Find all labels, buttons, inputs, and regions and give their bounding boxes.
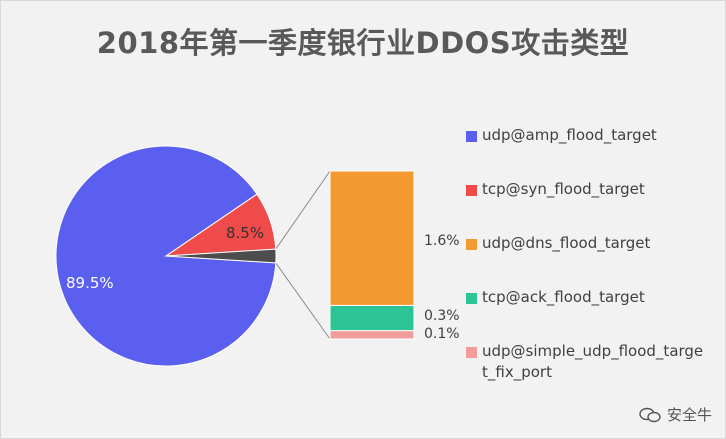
legend-item: udp@dns_flood_target (466, 233, 706, 287)
legend-item: udp@amp_flood_target (466, 125, 706, 179)
legend-label: udp@simple_udp_flood_target_fix_port (482, 342, 704, 381)
breakout-connectors (275, 170, 331, 340)
pie-slice-other (165, 248, 277, 264)
legend-label: udp@dns_flood_target (482, 234, 651, 252)
chart-title: 2018年第一季度银行业DDOS攻击类型 (96, 26, 630, 60)
wechat-icon (639, 407, 661, 423)
legend-label: tcp@ack_flood_target (482, 288, 645, 306)
legend-swatch (466, 131, 477, 142)
legend-label: tcp@syn_flood_target (482, 180, 645, 198)
bar-segment-1 (329, 304, 415, 332)
pie-chart: 89.5% 8.5% (55, 145, 277, 367)
legend-swatch (466, 185, 477, 196)
legend-item: tcp@ack_flood_target (466, 287, 706, 341)
legend: udp@amp_flood_target tcp@syn_flood_target… (466, 125, 706, 395)
legend-swatch (466, 293, 477, 304)
bar-label-1: 0.3% (424, 308, 460, 324)
watermark: 安全牛 (639, 404, 712, 425)
bar-segment-0 (329, 330, 415, 340)
legend-label: udp@amp_flood_target (482, 126, 657, 144)
bar-segment-2 (329, 170, 415, 306)
bar-label-2: 0.1% (424, 326, 460, 342)
breakout-bar: 1.6% 0.3% 0.1% (329, 170, 460, 342)
legend-swatch (466, 347, 477, 358)
legend-swatch (466, 239, 477, 250)
pie-label-amp: 89.5% (66, 274, 114, 292)
pie-label-syn: 8.5% (226, 224, 264, 242)
connector-top (275, 170, 331, 250)
connector-bottom (275, 262, 331, 340)
bar-label-0: 1.6% (424, 233, 460, 249)
legend-item: udp@simple_udp_flood_target_fix_port (466, 341, 706, 395)
legend-item: tcp@syn_flood_target (466, 179, 706, 233)
watermark-text: 安全牛 (666, 406, 712, 424)
